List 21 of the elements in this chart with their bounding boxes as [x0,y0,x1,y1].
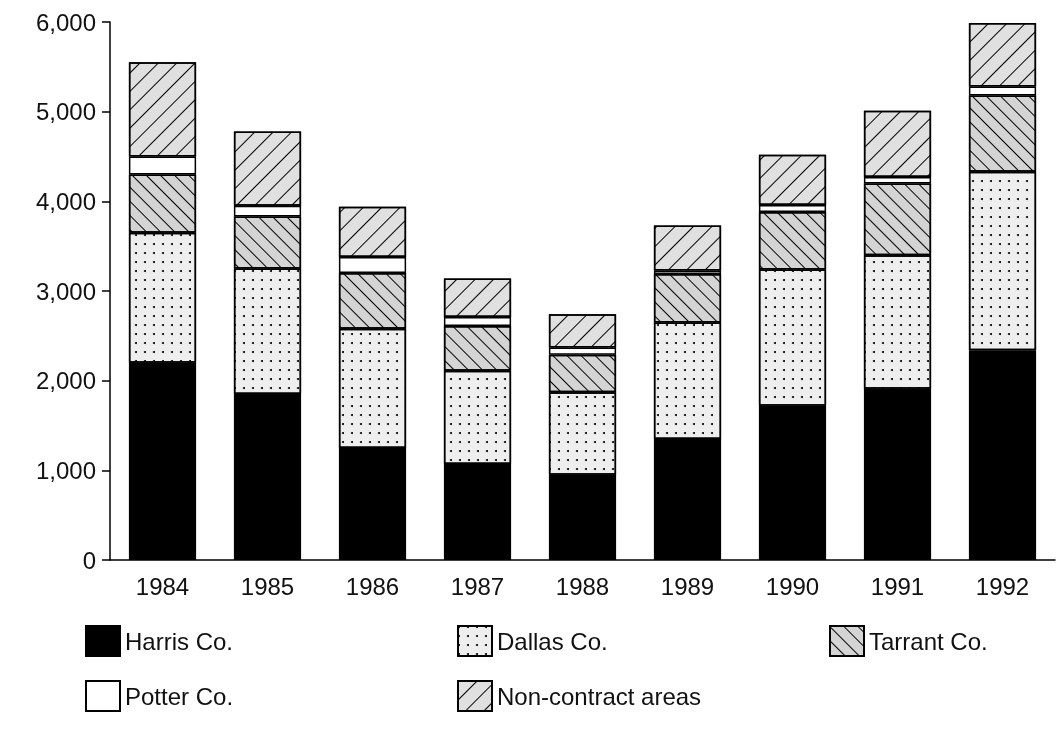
x-tick-label: 1991 [870,572,925,600]
x-tick-label: 1986 [345,572,400,600]
x-tick-label: 1990 [765,572,820,600]
legend-label: Tarrant Co. [869,627,988,655]
y-tick-label: 1,000 [35,456,96,484]
legend-label: Non-contract areas [497,682,702,710]
y-tick-label: 0 [82,546,96,574]
y-tick-label: 3,000 [35,277,96,305]
x-tick-label: 1989 [660,572,715,600]
y-tick-label: 6,000 [35,8,96,36]
y-tick-label: 5,000 [35,98,96,126]
x-tick-label: 1985 [240,572,295,600]
x-tick-label: 1988 [555,572,610,600]
legend-label: Harris Co. [125,627,234,655]
legend-label: Dallas Co. [497,627,608,655]
y-tick-label: 2,000 [35,367,96,395]
x-tick-label: 1987 [450,572,505,600]
y-tick-label: 4,000 [35,187,96,215]
x-tick-label: 1984 [135,572,190,600]
x-tick-label: 1992 [975,572,1030,600]
legend-label: Potter Co. [125,682,234,710]
